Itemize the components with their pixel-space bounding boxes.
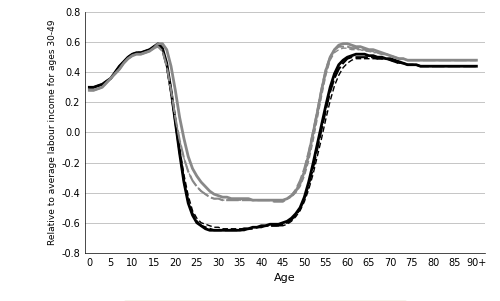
Y-axis label: Relative to average labour income for ages 30-49: Relative to average labour income for ag… xyxy=(48,20,57,245)
X-axis label: Age: Age xyxy=(274,273,296,283)
